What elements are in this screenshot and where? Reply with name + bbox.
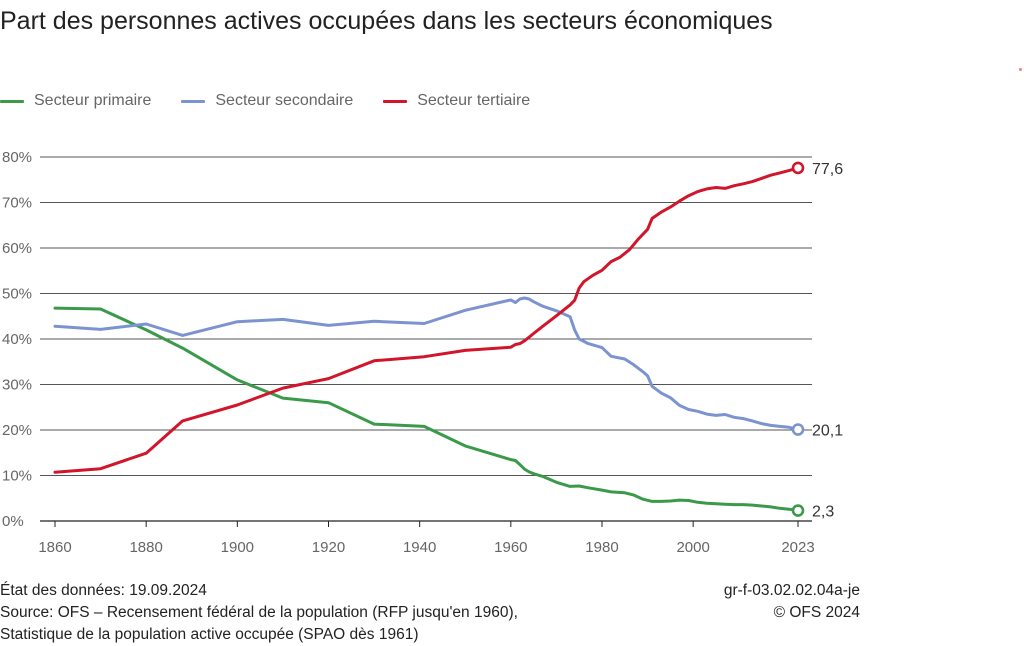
y-tick-label: 40% — [2, 331, 32, 348]
series-line-tertiaire[interactable] — [53, 166, 800, 474]
y-tick-label: 70% — [2, 195, 32, 212]
chart-code: gr-f-03.02.02.04a-je — [723, 582, 860, 599]
footer-meta: gr-f-03.02.02.04a-je © OFS 2024 — [724, 580, 860, 624]
grid-lines — [40, 156, 812, 522]
decorative-dot — [1019, 68, 1022, 71]
legend-item-secondary[interactable]: Secteur secondaire — [181, 92, 353, 110]
end-marker-secondaire[interactable] — [791, 423, 805, 436]
chart-title: Part des personnes actives occupées dans… — [0, 7, 773, 35]
y-tick-label: 50% — [2, 286, 32, 303]
y-tick-label: 10% — [2, 468, 32, 485]
y-tick-label: 80% — [2, 149, 32, 166]
legend-label-secondary: Secteur secondaire — [215, 92, 354, 109]
series-lines: 2,3 20,1 77,6 — [53, 161, 843, 521]
end-label-primaire: 2,3 — [812, 504, 834, 521]
x-tick-label: 2000 — [676, 539, 709, 556]
y-tick-label: 60% — [2, 240, 32, 257]
legend-label-tertiary: Secteur tertiaire — [417, 92, 531, 109]
end-label-secondaire: 20,1 — [812, 423, 843, 440]
axis-labels: 0% 10% 20% 30% 40% 50% 60% 70% 80% 1860 1880 1900 19… — [2, 149, 815, 556]
legend-swatch-tertiary — [383, 99, 408, 103]
x-tick-label: 1940 — [403, 539, 436, 556]
source-line-2: Statistique de la population active occu… — [0, 626, 419, 643]
legend-label-primary: Secteur primaire — [34, 92, 152, 109]
series-line-secondaire[interactable] — [53, 296, 800, 431]
legend-swatch-primary — [0, 99, 24, 103]
end-label-tertiaire: 77,6 — [812, 161, 843, 178]
end-marker-primaire[interactable] — [791, 504, 805, 517]
source-line-1: Source: OFS – Recensement fédéral de la … — [0, 604, 518, 621]
x-tick-label: 1960 — [494, 539, 527, 556]
legend-item-tertiary[interactable]: Secteur tertiaire — [383, 92, 530, 110]
line-chart: 0% 10% 20% 30% 40% 50% 60% 70% 80% 1860 1880 1900 19… — [2, 149, 843, 556]
copyright: © OFS 2024 — [773, 604, 860, 621]
legend-swatch-secondary — [181, 99, 206, 103]
footer-source: État des données: 19.09.2024 Source: OFS… — [0, 580, 518, 646]
chart-legend: Secteur primaire Secteur secondaire Sect… — [0, 90, 560, 112]
x-tick-label: 1880 — [129, 539, 162, 556]
end-marker-tertiaire[interactable] — [791, 161, 805, 175]
data-status: État des données: 19.09.2024 — [0, 582, 207, 599]
y-tick-label: 30% — [2, 377, 32, 394]
x-tick-label: 2023 — [781, 539, 814, 556]
x-tick-label: 1980 — [585, 539, 618, 556]
legend-item-primary[interactable]: Secteur primaire — [0, 92, 151, 110]
y-tick-label: 20% — [2, 422, 32, 439]
x-tick-label: 1860 — [38, 539, 71, 556]
x-tick-label: 1920 — [312, 539, 345, 556]
y-tick-label: 0% — [2, 513, 24, 530]
series-line-primaire[interactable] — [53, 306, 800, 512]
x-tick-label: 1900 — [221, 539, 254, 556]
